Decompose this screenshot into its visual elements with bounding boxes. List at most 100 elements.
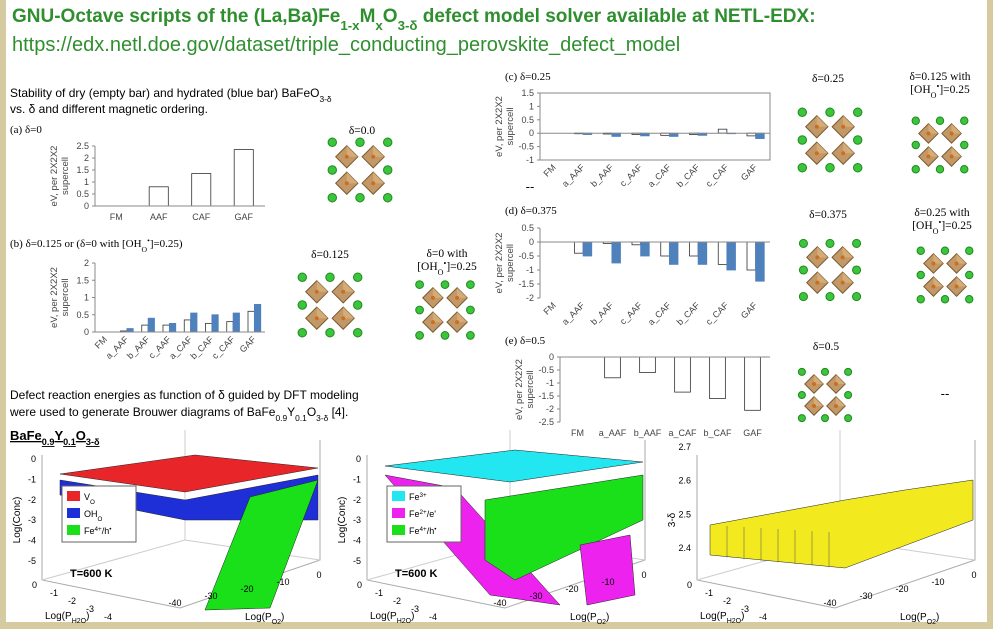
y-tick-label: 2 xyxy=(84,258,89,268)
y-axis-label: supercell xyxy=(525,370,536,408)
bar xyxy=(668,241,679,265)
text-run: δ=0.375 xyxy=(809,209,847,221)
fe-atom xyxy=(840,255,845,260)
text-run: (e) δ=0.5 xyxy=(505,335,546,347)
y-axis-label: eV, per 2X2X2 xyxy=(494,233,505,294)
x-tick-label: -1 xyxy=(50,588,58,598)
bar xyxy=(574,241,584,254)
ba-atom xyxy=(820,414,830,423)
text-run: • xyxy=(147,236,150,245)
y-tick-label: 0.5 xyxy=(76,310,89,320)
legend-swatch xyxy=(392,508,405,518)
z-tick-label: -5 xyxy=(28,556,36,566)
y-axis-label: Log(PO2) xyxy=(570,612,609,626)
fe-atom xyxy=(344,181,349,186)
bar xyxy=(148,186,169,207)
y-tick-label: 0 xyxy=(84,201,89,211)
ba-atom xyxy=(960,165,969,174)
fe-atom xyxy=(455,295,460,300)
x-tick-label: a_CAF xyxy=(668,428,697,438)
bar xyxy=(162,324,170,333)
y-axis-label: eV, per 2X2X2 xyxy=(49,267,60,328)
y-tick-label: 1 xyxy=(84,293,89,303)
fe-atom xyxy=(814,151,819,156)
x-tick-label: -1 xyxy=(705,588,713,598)
ba-atom xyxy=(852,292,862,302)
bar xyxy=(141,324,149,333)
ba-atom xyxy=(797,135,808,145)
fe-atom xyxy=(815,255,820,260)
fe-atom xyxy=(814,124,819,129)
axis-box xyxy=(41,440,321,609)
x-axis-label: Log(PH2O) xyxy=(370,611,414,625)
chart-title: (b) δ=0.125 or (δ=0 with [OHO•]=0.25) xyxy=(10,236,183,254)
text-run: O2 xyxy=(927,619,936,626)
ba-atom xyxy=(325,272,335,283)
y-axis-label: Log(PO2) xyxy=(245,612,284,626)
text-run: δ=0.25 xyxy=(812,73,844,85)
structure-label: δ=0 with xyxy=(427,248,468,260)
z-tick-label: 2.6 xyxy=(678,476,691,486)
text-run: ) xyxy=(86,611,89,622)
bar xyxy=(689,241,699,257)
y-tick-label: -20 xyxy=(240,584,253,594)
ba-atom xyxy=(825,238,835,248)
text-run: x xyxy=(375,18,383,33)
text-run: δ=0 with xyxy=(427,248,468,260)
ba-atom xyxy=(852,265,862,275)
legend-swatch xyxy=(67,491,80,501)
legend-label: Fe4+/h• xyxy=(409,526,436,537)
z-tick-label: -3 xyxy=(28,515,36,525)
y-tick-label: -10 xyxy=(601,577,614,587)
ba-atom xyxy=(440,331,450,340)
y-tick-label: -2.5 xyxy=(538,417,554,427)
ba-atom xyxy=(297,272,308,283)
z-tick-label: -2 xyxy=(353,495,361,505)
text-run: GNU-Octave scripts of the (La,Ba)Fe xyxy=(12,6,340,27)
fe-atom xyxy=(926,154,931,159)
y-tick-label: -30 xyxy=(529,591,542,601)
ba-atom xyxy=(911,165,920,174)
bar xyxy=(640,241,650,257)
bar xyxy=(744,356,761,411)
bar xyxy=(755,132,765,139)
fe-atom xyxy=(812,404,816,408)
z-tick-label: -5 xyxy=(353,556,361,566)
structure-label: δ=0.375 xyxy=(809,209,847,221)
plot-note: T=600 K xyxy=(395,568,438,580)
text-run: [4]. xyxy=(328,405,348,419)
text-run: O2 xyxy=(272,619,281,626)
text-run: O xyxy=(931,91,937,100)
ba-atom xyxy=(466,331,475,340)
octahedron-face xyxy=(343,307,355,319)
legend-swatch xyxy=(392,525,405,535)
structure-label: [OHO•]=0.25 xyxy=(417,259,477,277)
octahedron-face xyxy=(316,307,328,319)
ba-atom xyxy=(355,137,365,148)
text-run: ) xyxy=(606,612,609,623)
z-tick-label: -2 xyxy=(28,495,36,505)
text-run: 2+ xyxy=(420,509,428,516)
ba-atom xyxy=(440,280,450,289)
y-tick-label: 0.5 xyxy=(521,115,534,125)
legend-swatch xyxy=(67,525,80,535)
octahedron-face xyxy=(836,396,846,406)
text-run: Fe xyxy=(409,509,420,519)
octahedron-face xyxy=(842,272,854,283)
bar xyxy=(247,310,255,333)
ba-atom xyxy=(965,246,974,255)
surface xyxy=(484,474,644,581)
text-run: Stability of dry (empty bar) and hydrate… xyxy=(10,86,319,100)
fe-atom xyxy=(314,316,319,321)
text-run: /e' xyxy=(427,509,437,519)
ba-atom xyxy=(297,300,308,310)
x-axis-label: Log(PH2O) xyxy=(45,611,89,625)
ba-atom xyxy=(940,246,950,255)
y-tick-label: 2.5 xyxy=(76,141,89,151)
legend-label: Fe4+/h• xyxy=(84,526,111,537)
y-tick-label: -1.5 xyxy=(538,391,554,401)
y-tick-label: -0.5 xyxy=(518,142,534,152)
placeholder: -- xyxy=(526,179,535,194)
ba-atom xyxy=(844,367,853,376)
